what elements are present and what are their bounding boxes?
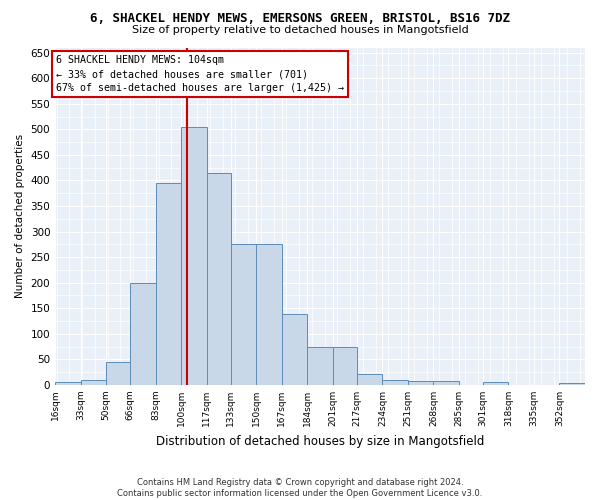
Bar [80,380,106,385]
Bar [382,380,408,385]
Bar [333,346,357,385]
Text: 6, SHACKEL HENDY MEWS, EMERSONS GREEN, BRISTOL, BS16 7DZ: 6, SHACKEL HENDY MEWS, EMERSONS GREEN, B… [90,12,510,26]
Bar [130,282,156,385]
Bar [55,382,80,385]
Bar [282,314,307,385]
Text: Size of property relative to detached houses in Mangotsfield: Size of property relative to detached ho… [131,25,469,35]
Bar [106,362,130,385]
Bar [559,384,585,385]
X-axis label: Distribution of detached houses by size in Mangotsfield: Distribution of detached houses by size … [156,434,484,448]
Y-axis label: Number of detached properties: Number of detached properties [15,134,25,298]
Bar [256,244,282,385]
Bar [408,381,433,385]
Bar [231,244,256,385]
Bar [357,374,382,385]
Text: 6 SHACKEL HENDY MEWS: 104sqm
← 33% of detached houses are smaller (701)
67% of s: 6 SHACKEL HENDY MEWS: 104sqm ← 33% of de… [56,55,344,93]
Text: Contains HM Land Registry data © Crown copyright and database right 2024.
Contai: Contains HM Land Registry data © Crown c… [118,478,482,498]
Bar [307,346,333,385]
Bar [483,382,508,385]
Bar [433,381,459,385]
Bar [156,183,181,385]
Bar [207,173,231,385]
Bar [181,126,207,385]
